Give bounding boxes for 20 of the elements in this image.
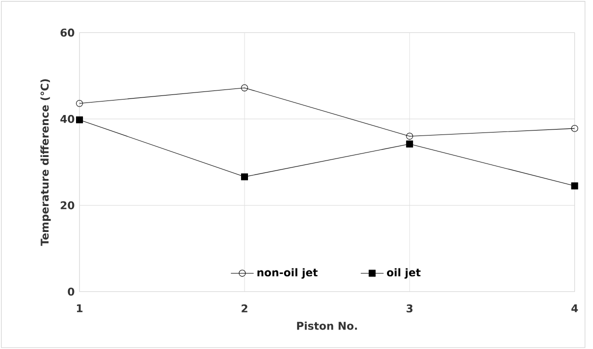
point — [406, 132, 414, 140]
legend-label: oil jet — [386, 268, 421, 279]
point — [241, 84, 248, 92]
point — [571, 124, 578, 132]
x-tick-label: 4 — [571, 304, 578, 312]
x-axis-title: Piston No. — [297, 322, 357, 330]
point — [76, 100, 83, 107]
point — [241, 173, 248, 180]
point — [571, 182, 578, 190]
point — [76, 116, 83, 124]
y-axis-title: Temperature difference (℃) — [40, 79, 51, 246]
y-tick-label: 20 — [60, 201, 74, 210]
point — [406, 140, 414, 148]
y-tick-label: 60 — [60, 28, 74, 37]
x-tick-label: 2 — [242, 304, 248, 312]
y-tick-label: 40 — [60, 114, 74, 123]
x-tick-label: 3 — [406, 304, 412, 312]
x-tick-label: 1 — [76, 304, 82, 312]
y-tick-label: 0 — [68, 288, 74, 296]
legend-label: non-oil jet — [257, 268, 318, 279]
